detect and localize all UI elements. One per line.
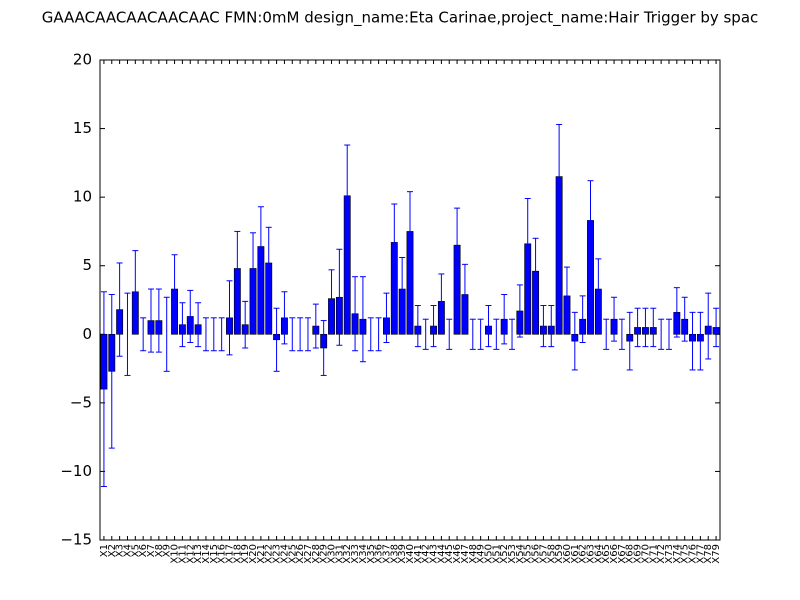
y-tick-label: −15 [60,531,92,549]
x-tick-label: X1 [99,544,110,557]
x-tick-label: X49 [476,544,487,564]
x-tick-label: X69 [633,544,644,564]
x-tick-label: X72 [656,544,667,564]
x-tick-label: X26 [295,544,306,564]
x-tick-label: X57 [538,544,549,564]
x-tick-label: X67 [617,544,628,564]
x-tick-label: X31 [334,544,345,564]
x-tick-label: X36 [374,544,385,564]
x-tick-label: X54 [515,544,526,564]
x-tick-label: X48 [468,544,479,564]
x-tick-label: X14 [201,544,212,564]
x-tick-label: X33 [350,544,361,564]
x-tick-label: X50 [483,544,494,564]
x-tick-label: X34 [358,544,369,564]
x-tick-label: X77 [695,544,706,564]
x-tick-label: X61 [570,544,581,564]
y-tick-label: 10 [73,188,92,206]
x-tick-label: X56 [531,544,542,564]
x-tick-label: X60 [562,544,573,564]
x-tick-label: X4 [122,544,133,557]
x-tick-label: X30 [327,544,338,564]
y-tick-label: −5 [70,393,92,411]
y-tick-label: 5 [82,256,92,274]
x-tick-label: X47 [460,544,471,564]
x-tick-label: X5 [130,544,141,557]
x-tick-label: X70 [640,544,651,564]
x-tick-label: X44 [436,544,447,564]
x-tick-label: X21 [256,544,267,564]
x-tick-label: X75 [680,544,691,564]
x-tick-label: X6 [138,544,149,557]
x-tick-label: X59 [554,544,565,564]
x-tick-label: X11 [177,544,188,564]
x-tick-label: X19 [240,544,251,564]
x-tick-label: X17 [224,544,235,564]
x-tick-label: X52 [499,544,510,564]
x-tick-label: X15 [209,544,220,564]
plot-frame [99,59,721,541]
x-tick-label: X27 [303,544,314,564]
x-tick-label: X22 [264,544,275,564]
x-tick-label: X58 [546,544,557,564]
x-tick-label: X45 [444,544,455,564]
y-tick-label: 20 [73,51,92,69]
x-tick-label: X9 [162,544,173,557]
x-tick-label: X68 [625,544,636,564]
x-tick-label: X35 [366,544,377,564]
x-tick-label: X64 [593,544,604,564]
x-tick-label: X37 [381,544,392,564]
y-tick-label: −10 [60,462,92,480]
y-tick-label: 0 [82,325,92,343]
x-tick-label: X3 [115,544,126,557]
x-tick-label: X53 [507,544,518,564]
x-tick-label: X76 [688,544,699,564]
x-tick-label: X16 [217,544,228,564]
x-tick-label: X66 [609,544,620,564]
x-tick-label: X23 [272,544,283,564]
x-tick-label: X42 [421,544,432,564]
x-tick-label: X79 [711,544,722,564]
x-tick-label: X55 [523,544,534,564]
x-tick-label: X38 [389,544,400,564]
x-tick-label: X7 [146,544,157,557]
x-tick-label: X8 [154,544,165,557]
x-tick-label: X13 [193,544,204,564]
x-tick-label: X12 [185,544,196,564]
x-tick-label: X40 [405,544,416,564]
x-tick-label: X25 [287,544,298,564]
x-tick-label: X24 [279,544,290,564]
x-tick-label: X62 [578,544,589,564]
x-tick-label: X28 [311,544,322,564]
x-tick-label: X2 [107,544,118,557]
chart-title: GAAACAACAACAACAAC FMN:0mM design_name:Et… [42,9,759,28]
x-tick-label: X18 [232,544,243,564]
x-tick-label: X51 [491,544,502,564]
x-tick-label: X46 [452,544,463,564]
x-tick-label: X73 [664,544,675,564]
x-tick-label: X74 [672,544,683,564]
x-tick-label: X65 [601,544,612,564]
x-tick-label: X20 [248,544,259,564]
x-tick-label: X78 [703,544,714,564]
x-tick-label: X43 [429,544,440,564]
x-tick-label: X29 [319,544,330,564]
y-tick-label: 15 [73,119,92,137]
x-tick-label: X41 [413,544,424,564]
x-tick-label: X10 [170,544,181,564]
x-tick-label: X71 [648,544,659,564]
x-tick-label: X39 [397,544,408,564]
x-tick-label: X63 [586,544,597,564]
x-tick-label: X32 [342,544,353,564]
